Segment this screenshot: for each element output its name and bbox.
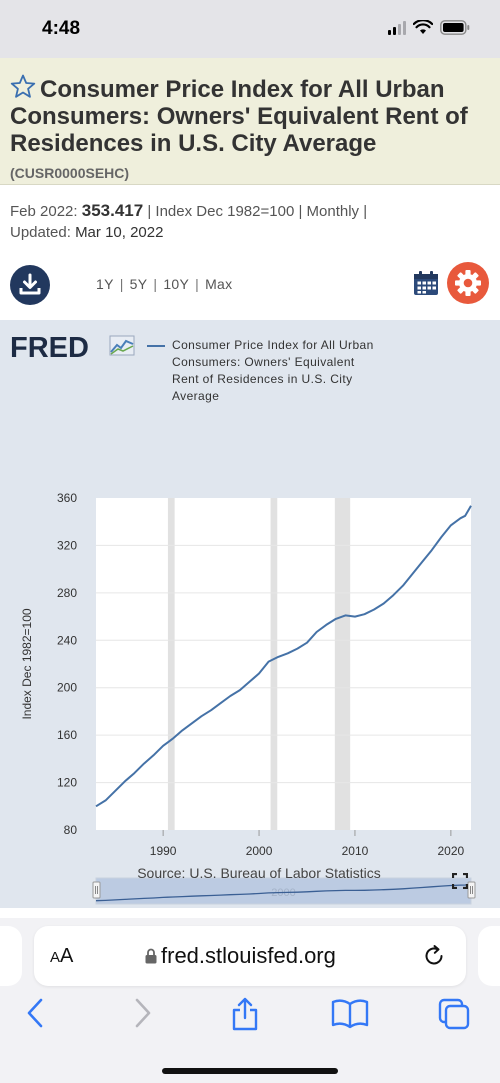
series-id: (CUSR0000SEHC) [10,165,130,181]
range-separator: | [153,276,158,292]
y-tick-label: 320 [57,538,77,552]
reload-icon[interactable] [422,944,446,968]
recession-band [167,498,175,830]
bookmarks-icon[interactable] [330,996,370,1030]
x-tick-label: 2010 [342,844,369,858]
range-1y-button[interactable]: 1Y [96,276,114,292]
legend-entry: Consumer Price Index for All Urban Consu… [172,338,374,403]
navigator-handle[interactable] [92,881,101,899]
recession-band [334,498,351,830]
reader-options-button[interactable]: AA [50,945,73,968]
recession-band [270,498,278,830]
chart-legend: Consumer Price Index for All Urban Consu… [147,337,377,405]
fred-logo-text: FRED [10,332,89,362]
aa-small: A [50,949,61,966]
forward-icon[interactable] [130,996,156,1030]
gear-icon[interactable] [447,262,489,304]
series-line [95,505,472,808]
download-icon [19,273,41,295]
y-tick-label: 160 [57,728,77,742]
chart-source-text: Source: U.S. Bureau of Labor Statistics [137,865,381,881]
status-time: 4:48 [42,18,81,39]
x-tick-label: 2020 [438,844,465,858]
legend-swatch [147,345,165,347]
tabs-icon[interactable] [436,996,472,1032]
calendar-icon[interactable] [412,269,440,297]
status-bar: 4:48 [0,0,500,58]
y-tick-label: 80 [64,823,78,837]
web-page: Consumer Price Index for All Urban Consu… [0,58,500,918]
series-meta: Feb 2022: 353.417 | Index Dec 1982=100 |… [0,185,500,253]
range-separator: | [119,276,124,292]
range-max-button[interactable]: Max [205,276,233,292]
y-tick-label: 200 [57,681,77,695]
battery-icon [440,20,470,35]
latest-label: Feb 2022: [10,203,78,220]
latest-value: 353.417 [81,201,144,220]
series-title: Consumer Price Index for All Urban Consu… [10,74,488,187]
chart-toolbar: 1Y | 5Y | 10Y | Max [0,253,500,329]
chart-source: Source: U.S. Bureau of Labor Statistics [0,865,500,881]
series-title-text: Consumer Price Index for All Urban Consu… [10,76,468,157]
series-units-frequency: | Index Dec 1982=100 | Monthly | [147,203,368,220]
date-range-selector: 1Y | 5Y | 10Y | Max [96,276,232,292]
chart-panel: 80 120 160 200 240 280 320 360 1990 2000 2010 2020 I… [0,320,500,908]
y-tick-label: 120 [57,776,77,790]
x-tick-label: 2000 [246,844,273,858]
wifi-icon [413,20,433,34]
range-10y-button[interactable]: 10Y [163,276,190,292]
y-tick-label: 360 [57,491,77,505]
y-tick-label: 240 [57,633,77,647]
cellular-signal-icon [388,20,406,35]
line-chart: 80 120 160 200 240 280 320 360 1990 2000 2010 2020 I… [20,491,476,905]
range-separator: | [195,276,200,292]
next-tab-pill[interactable] [478,926,500,986]
url-text: fred.stlouisfed.org [161,943,336,968]
back-icon[interactable] [22,996,48,1030]
fullscreen-icon[interactable] [452,873,468,889]
star-icon[interactable] [10,74,36,99]
share-icon[interactable] [229,996,261,1032]
navigator-window[interactable] [95,877,472,905]
x-tick-label: 1990 [150,844,177,858]
updated-label: Updated: [10,224,71,241]
aa-large: A [60,945,74,967]
fred-logo: FRED [10,332,138,367]
browser-nav-row [0,996,500,1046]
home-indicator [162,1068,338,1074]
navigator-series [95,883,472,902]
range-5y-button[interactable]: 5Y [129,276,148,292]
navigator-handle[interactable] [467,881,476,899]
browser-toolbar: AA fred.stlouisfed.org [0,918,500,1083]
updated-date: Mar 10, 2022 [75,224,164,241]
previous-tab-pill[interactable] [0,926,22,986]
y-axis-label: Index Dec 1982=100 [20,608,34,719]
series-title-box: Consumer Price Index for All Urban Consu… [0,58,500,185]
plot-area [96,498,471,830]
download-button[interactable] [10,265,50,305]
status-icons [388,20,470,35]
y-tick-label: 280 [57,586,77,600]
address-bar[interactable]: AA fred.stlouisfed.org [34,926,466,986]
lock-icon [145,948,157,964]
